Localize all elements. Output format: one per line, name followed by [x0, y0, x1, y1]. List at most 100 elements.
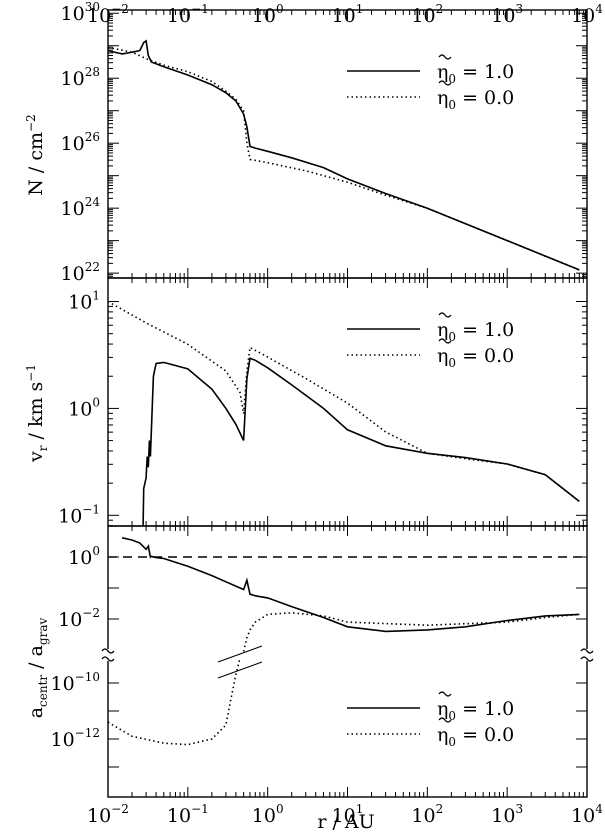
legend-symbol: η — [437, 319, 448, 341]
x-tick-label: 102 — [411, 2, 443, 27]
legend-value: 0.0 — [484, 345, 514, 367]
x-tick-exponent: −2 — [111, 802, 129, 816]
y-tick-base: 10 — [68, 292, 92, 314]
legend-tilde — [438, 338, 452, 344]
y-tick-exponent: 26 — [85, 130, 100, 144]
x-tick-label: 100 — [252, 802, 284, 827]
legend-value: 0.0 — [484, 724, 514, 746]
panel-middle-frame — [107, 277, 588, 527]
axis-break-mark — [580, 648, 594, 654]
legend-tilde — [438, 312, 452, 318]
y-tick-label: 100 — [68, 395, 100, 420]
ylabel-middle: vr / km s−1 — [24, 364, 50, 463]
ylabel-bot-mid: / a — [25, 645, 47, 675]
legend-label-solid: η0 = 1.0 — [437, 698, 514, 723]
legend-equals: = — [456, 87, 484, 109]
y-tick-exponent: −2 — [82, 606, 100, 620]
x-tick-label: 10−2 — [87, 802, 129, 827]
ylabel-mid-unit: / km s — [25, 382, 47, 446]
ylabel-mid-sup: −1 — [24, 364, 38, 382]
x-tick-base: 10 — [332, 5, 356, 27]
legend-equals: = — [456, 319, 484, 341]
y-tick-exponent: 0 — [92, 544, 100, 558]
axis-break-gap — [580, 649, 594, 661]
x-tick-label: 101 — [332, 2, 364, 27]
y-tick-label: 10−1 — [58, 502, 100, 527]
y-tick-label: 100 — [68, 544, 100, 569]
x-tick-base: 10 — [252, 5, 276, 27]
y-tick-base: 10 — [50, 729, 74, 751]
y-tick-base: 10 — [68, 398, 92, 420]
legend-tilde — [438, 717, 452, 723]
ylabel-mid-sub: r — [36, 445, 50, 451]
x-tick-label: 10−1 — [167, 802, 209, 827]
x-tick-exponent: 4 — [595, 802, 603, 816]
y-tick-base: 10 — [61, 3, 85, 25]
x-tick-base: 10 — [491, 805, 515, 827]
legend-symbol: η — [437, 698, 448, 720]
y-tick-label: 10−12 — [50, 726, 100, 751]
x-tick-exponent: 3 — [515, 802, 523, 816]
legend-tilde — [438, 691, 452, 697]
y-tick-base: 10 — [68, 547, 92, 569]
x-tick-exponent: 4 — [595, 2, 603, 16]
x-tick-label: 102 — [411, 802, 443, 827]
panel-bottom-frame — [107, 525, 588, 798]
legend-symbol-sub: 0 — [448, 356, 456, 370]
x-tick-label: 101 — [332, 802, 364, 827]
curve-break-mark — [217, 645, 263, 663]
x-tick-base: 10 — [252, 805, 276, 827]
x-tick-label: 10−2 — [87, 2, 129, 27]
series-line-solid — [121, 537, 580, 633]
legend-value: 1.0 — [484, 319, 514, 341]
legend-symbol-sub: 0 — [448, 735, 456, 749]
legend-value: 1.0 — [484, 698, 514, 720]
legend-value: 0.0 — [484, 87, 514, 109]
y-tick-label: 10−2 — [58, 606, 100, 631]
axis-break-mark — [101, 656, 115, 662]
y-tick-exponent: −12 — [75, 726, 100, 740]
legend-symbol: η — [437, 87, 448, 109]
legend-symbol-sub: 0 — [448, 330, 456, 344]
x-tick-base: 10 — [411, 5, 435, 27]
y-tick-base: 10 — [61, 198, 85, 220]
ylabel-top: N / cm−2 — [24, 114, 47, 195]
legend-symbol-sub: 0 — [448, 98, 456, 112]
x-tick-label: 100 — [252, 2, 284, 27]
y-tick-exponent: 28 — [85, 65, 100, 79]
legend-value: 1.0 — [484, 61, 514, 83]
legend-tilde — [438, 80, 452, 86]
ylabel-bot-sub2: grav — [36, 617, 50, 645]
x-tick-exponent: 1 — [356, 802, 364, 816]
y-tick-base: 10 — [61, 133, 85, 155]
legend-symbol-sub: 0 — [448, 72, 456, 86]
legend-equals: = — [456, 345, 484, 367]
x-tick-label: 103 — [491, 802, 523, 827]
ylabel-bot-sub1: centr — [36, 675, 50, 707]
x-tick-label: 104 — [571, 802, 603, 827]
legend-label-dotted: η0 = 0.0 — [437, 345, 514, 370]
ylabel-top-text: N / cm — [25, 132, 47, 196]
x-tick-label: 103 — [491, 2, 523, 27]
legend-label-solid: η0 = 1.0 — [437, 319, 514, 344]
legend-label-dotted: η0 = 0.0 — [437, 724, 514, 749]
x-tick-exponent: −1 — [191, 2, 209, 16]
x-tick-base: 10 — [87, 805, 111, 827]
x-tick-base: 10 — [87, 5, 111, 27]
x-tick-base: 10 — [332, 805, 356, 827]
x-tick-exponent: −2 — [111, 2, 129, 16]
legend-equals: = — [456, 698, 484, 720]
series-line-dotted-lower — [107, 657, 241, 746]
y-tick-exponent: 22 — [85, 260, 100, 274]
y-tick-label: 1026 — [61, 130, 100, 155]
x-tick-label: 10−1 — [167, 2, 209, 27]
y-tick-label: 101 — [68, 289, 100, 314]
y-tick-label: 1022 — [61, 260, 100, 285]
x-tick-exponent: 2 — [436, 2, 444, 16]
xlabel: r / AU — [317, 811, 374, 833]
curve-break-mark — [217, 661, 263, 679]
x-tick-base: 10 — [571, 5, 595, 27]
